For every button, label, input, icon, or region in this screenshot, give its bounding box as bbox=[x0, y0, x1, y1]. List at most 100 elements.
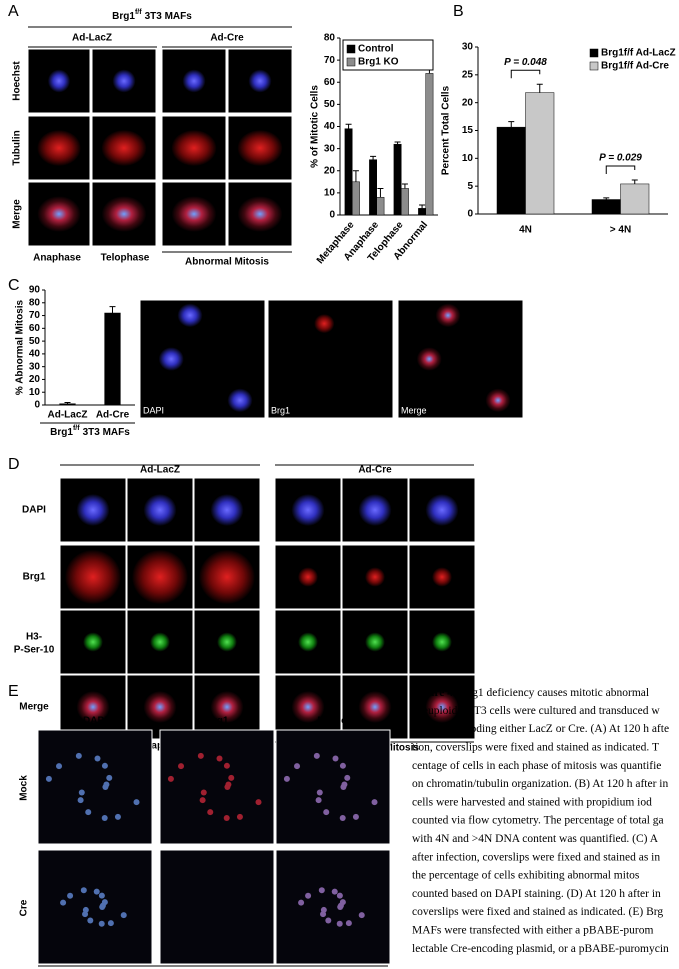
micrograph bbox=[37, 849, 153, 965]
nucleus bbox=[120, 912, 127, 919]
row-label: Tubulin bbox=[12, 130, 23, 165]
cell bbox=[76, 494, 110, 526]
y-tick-label: 50 bbox=[29, 336, 41, 347]
significance-bracket bbox=[605, 165, 636, 175]
y-axis-label: % Abnormal Mitosis bbox=[15, 299, 26, 395]
legend-swatch bbox=[589, 61, 599, 71]
column-header: Ad-LacZ bbox=[140, 465, 180, 476]
nucleus bbox=[315, 797, 322, 804]
caption-line: MAFs were transfected with either a pBAB… bbox=[412, 925, 653, 937]
nucleus bbox=[255, 799, 262, 806]
nucleus bbox=[339, 762, 346, 769]
cell bbox=[65, 550, 121, 604]
column-header: Merge bbox=[317, 716, 347, 727]
nucleus bbox=[99, 902, 106, 909]
y-tick-label: 10 bbox=[324, 188, 336, 199]
bar bbox=[376, 197, 385, 216]
cell bbox=[76, 691, 110, 723]
y-tick-label: 80 bbox=[29, 297, 41, 308]
panel-letter: C bbox=[8, 277, 20, 294]
row-label: Mock bbox=[19, 775, 30, 801]
cell bbox=[143, 691, 177, 723]
nucleus bbox=[199, 797, 206, 804]
nucleus bbox=[336, 892, 343, 899]
micrograph bbox=[126, 609, 194, 675]
panel-letter: A bbox=[8, 3, 19, 20]
nucleus bbox=[371, 799, 378, 806]
nucleus bbox=[344, 774, 351, 781]
micrograph bbox=[159, 729, 275, 845]
cell bbox=[37, 130, 81, 166]
bar bbox=[393, 143, 402, 216]
label-part: 3T3 MAFs bbox=[83, 427, 131, 438]
cell bbox=[143, 494, 177, 526]
nucleus bbox=[331, 888, 338, 895]
legend-box bbox=[342, 39, 434, 71]
column-header: DAPI bbox=[83, 716, 107, 727]
nucleus bbox=[313, 752, 320, 759]
caption-line: with 4N and >4N DNA content was quantifi… bbox=[412, 833, 659, 845]
cell bbox=[291, 626, 325, 658]
y-tick-label: 30 bbox=[324, 143, 336, 154]
y-tick-label: 0 bbox=[34, 400, 40, 411]
nucleus bbox=[114, 813, 121, 820]
y-tick-label: 90 bbox=[29, 285, 41, 296]
cell bbox=[177, 303, 203, 328]
cell bbox=[101, 130, 147, 166]
caption-line: cells were harvested and stained with pr… bbox=[412, 796, 652, 808]
cell bbox=[435, 303, 461, 328]
nucleus bbox=[56, 763, 63, 770]
nucleus bbox=[80, 887, 87, 894]
cell bbox=[182, 69, 206, 93]
nucleus bbox=[85, 809, 92, 816]
nucleus bbox=[320, 906, 327, 913]
cell bbox=[37, 196, 81, 232]
error-bar bbox=[536, 83, 543, 93]
cell bbox=[76, 626, 110, 658]
nucleus bbox=[223, 815, 230, 822]
y-tick-label: 25 bbox=[462, 69, 474, 80]
y-tick-label: 30 bbox=[462, 42, 474, 53]
cell bbox=[314, 314, 335, 334]
nucleus bbox=[336, 920, 343, 927]
nucleus bbox=[197, 752, 204, 759]
nucleus bbox=[283, 775, 290, 782]
bar bbox=[418, 208, 426, 216]
bar bbox=[104, 312, 121, 406]
label-part: Brg1 bbox=[112, 11, 135, 22]
cell bbox=[248, 69, 272, 93]
error-bar bbox=[109, 306, 116, 313]
cell bbox=[210, 494, 244, 526]
caption-line: counted via flow cytometry. The percenta… bbox=[412, 815, 664, 827]
cell bbox=[425, 691, 459, 723]
bar bbox=[525, 92, 555, 215]
y-tick-label: 50 bbox=[324, 99, 336, 110]
nucleus bbox=[325, 917, 332, 924]
cell bbox=[199, 550, 255, 604]
caption-label: Figure 4. bbox=[412, 687, 456, 699]
cell bbox=[158, 347, 184, 371]
bar bbox=[344, 128, 353, 216]
caption-text: Brg1 deficiency causes mitotic abnormal bbox=[461, 687, 649, 699]
nucleus bbox=[75, 752, 82, 759]
image-label: Merge bbox=[401, 405, 427, 415]
y-tick-label: 40 bbox=[324, 121, 336, 132]
error-bar bbox=[394, 141, 401, 145]
cell bbox=[227, 388, 253, 413]
row-label: Merge bbox=[19, 702, 49, 713]
nucleus bbox=[298, 899, 305, 906]
y-tick-label: 30 bbox=[29, 361, 41, 372]
caption-line: the percentage of cells exhibiting abnor… bbox=[412, 870, 640, 882]
legend-swatch bbox=[346, 44, 356, 54]
bar bbox=[620, 183, 650, 215]
nucleus bbox=[67, 892, 74, 899]
cell bbox=[416, 347, 442, 371]
nucleus bbox=[82, 906, 89, 913]
y-tick-label: 0 bbox=[329, 210, 335, 221]
row-label: Hoechst bbox=[12, 61, 23, 101]
bar bbox=[425, 73, 434, 216]
nucleus bbox=[98, 920, 105, 927]
nucleus bbox=[78, 789, 85, 796]
nucleus bbox=[341, 781, 348, 788]
nucleus bbox=[178, 763, 185, 770]
